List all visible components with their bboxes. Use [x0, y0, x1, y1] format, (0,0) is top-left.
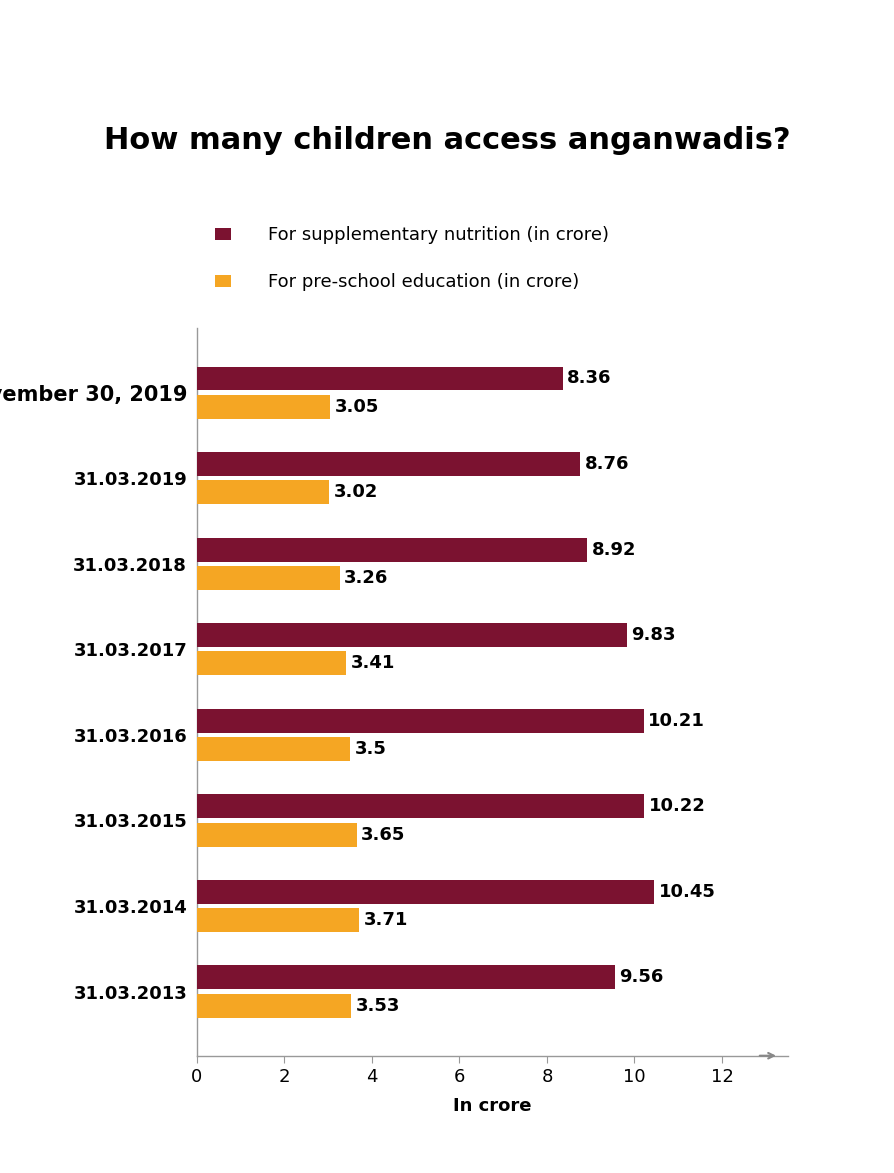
Bar: [197, 452, 579, 476]
Text: 3.71: 3.71: [363, 911, 408, 929]
Text: 10.45: 10.45: [658, 883, 714, 901]
Text: 3.5: 3.5: [354, 740, 386, 758]
Text: 9.56: 9.56: [619, 969, 663, 986]
Text: 3.53: 3.53: [355, 997, 400, 1015]
Bar: [197, 480, 329, 504]
Bar: [197, 737, 350, 761]
Text: 9.83: 9.83: [630, 626, 675, 644]
Text: 8.36: 8.36: [567, 369, 611, 387]
Text: 10.22: 10.22: [648, 798, 704, 815]
Text: 3.02: 3.02: [333, 483, 377, 501]
Text: 3.05: 3.05: [334, 398, 379, 415]
X-axis label: In crore: In crore: [452, 1097, 531, 1114]
Text: 3.26: 3.26: [343, 569, 388, 586]
Text: 8.76: 8.76: [584, 455, 628, 473]
Text: How many children access anganwadis?: How many children access anganwadis?: [104, 127, 790, 155]
Bar: [197, 880, 654, 904]
Bar: [197, 708, 643, 733]
Bar: [197, 822, 356, 847]
Text: 3.41: 3.41: [350, 655, 394, 672]
Text: 8.92: 8.92: [591, 541, 636, 558]
Bar: [197, 395, 330, 419]
Text: 10.21: 10.21: [647, 712, 704, 730]
Bar: [197, 965, 614, 989]
Text: For supplementary nutrition (in crore): For supplementary nutrition (in crore): [268, 225, 609, 244]
Bar: [197, 794, 644, 819]
Bar: [197, 537, 586, 562]
Text: 3.65: 3.65: [360, 826, 405, 843]
Bar: [197, 623, 627, 647]
Bar: [197, 908, 358, 933]
Bar: [197, 366, 562, 391]
Bar: [197, 565, 339, 590]
Bar: [197, 994, 351, 1018]
Text: For pre-school education (in crore): For pre-school education (in crore): [268, 272, 579, 291]
Bar: [197, 651, 346, 676]
